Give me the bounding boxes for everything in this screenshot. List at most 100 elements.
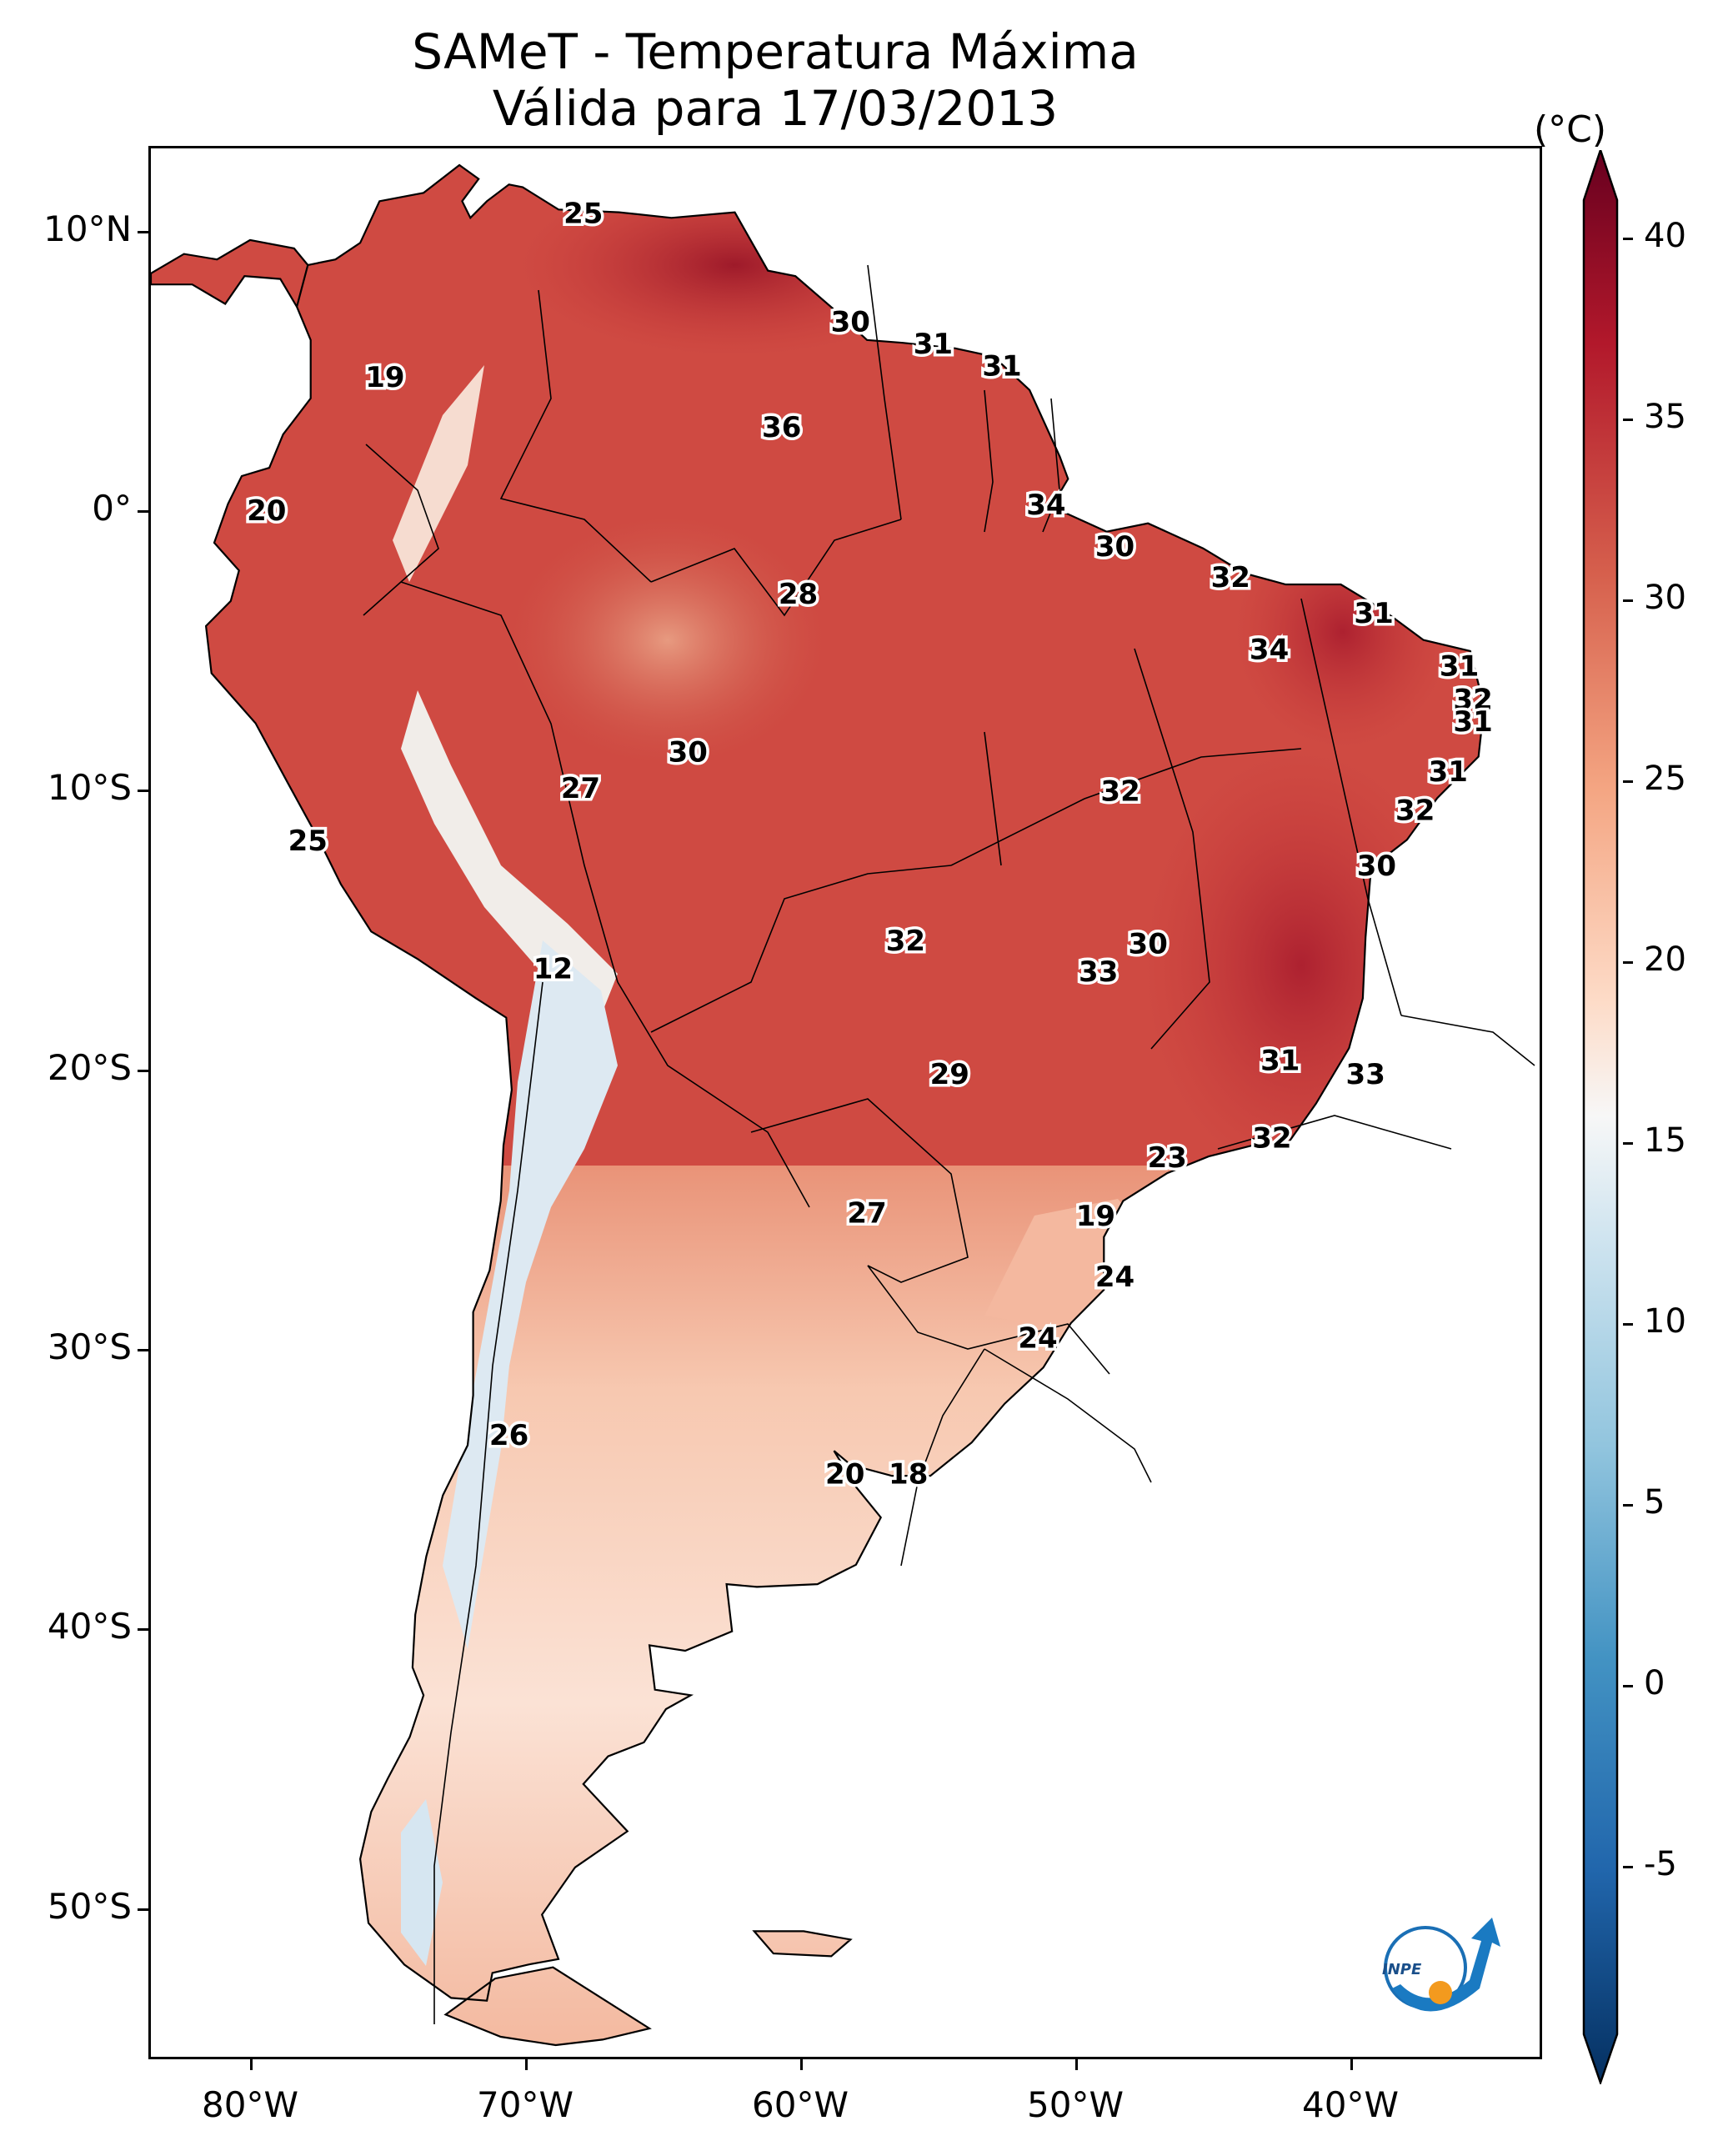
mild-core-amazon (509, 515, 826, 765)
cbar-label-35: 35 (1644, 398, 1686, 436)
border-uruguay (984, 1348, 1152, 1483)
temperature-label: 31 (1429, 755, 1468, 789)
temperature-label: 12 (533, 953, 573, 986)
andes-cool-colombia (393, 365, 484, 582)
border-argentina-brazil (867, 1265, 1110, 1375)
temperature-label: 19 (1076, 1200, 1115, 1233)
south-field (151, 1166, 1485, 2045)
logo-dot (1429, 1981, 1452, 2004)
temperature-label: 36 (762, 411, 801, 444)
coastline (151, 163, 1485, 2047)
temperature-label: 24 (1018, 1322, 1057, 1356)
logo-arrow (1392, 1918, 1500, 2012)
cbar-tick (1623, 1323, 1633, 1326)
temperature-label: 25 (563, 197, 603, 230)
border-bolivia-south (617, 981, 810, 1208)
border-paraguay (750, 1098, 969, 1283)
temperature-label: 27 (847, 1197, 886, 1231)
lon-tick (1075, 2059, 1078, 2070)
temperature-label: 30 (1095, 530, 1134, 564)
cbar-label-5: 5 (1644, 1483, 1665, 1522)
temperature-label: 19 (365, 361, 404, 394)
cbar-label-minus5: -5 (1644, 1845, 1677, 1883)
temperature-label: 26 (489, 1419, 528, 1452)
lon-tick (250, 2059, 253, 2070)
lon-tick (800, 2059, 803, 2070)
temperature-label: 32 (1100, 775, 1139, 808)
lon-label-70w: 70°W (477, 2084, 573, 2125)
temperature-label: 33 (1346, 1058, 1385, 1091)
cbar-label-15: 15 (1644, 1121, 1686, 1160)
temperature-label: 31 (1453, 705, 1492, 739)
cbar-label-20: 20 (1644, 940, 1686, 979)
temperature-label: 32 (1453, 683, 1492, 716)
border-suriname-guiana (1042, 398, 1060, 533)
temperature-label: 32 (1211, 561, 1250, 594)
lat-label-30s: 30°S (47, 1326, 132, 1367)
temperature-label: 32 (1395, 795, 1435, 828)
cbar-tick (1623, 1504, 1633, 1507)
cbar-label-0: 0 (1644, 1664, 1665, 1702)
cbar-tick (1623, 1866, 1633, 1868)
country-borders (363, 264, 1535, 2024)
temperature-label: 34 (1250, 633, 1289, 666)
andes-cool-north (401, 690, 618, 1015)
colorbar (1582, 150, 1619, 2084)
cbar-tick (1623, 419, 1633, 421)
lat-tick (138, 1908, 148, 1911)
border-brazil-states-6 (984, 731, 1002, 866)
map-subtitle: Válida para 17/03/2013 (492, 80, 1059, 137)
border-argentina-uruguay (900, 1348, 985, 1567)
map-area[interactable]: 25 30 31 31 19 36 20 34 30 32 28 31 34 31 32 31 30 31 27 32… (148, 146, 1542, 2059)
lat-label-50s: 50°S (47, 1886, 132, 1927)
lon-label-40w: 40°W (1302, 2084, 1399, 2125)
temperature-label: 31 (914, 328, 953, 361)
temperature-label: 25 (288, 825, 328, 858)
continent-shading (151, 165, 1485, 2045)
border-colombia-venezuela (499, 289, 652, 583)
lon-label-60w: 60°W (752, 2084, 849, 2125)
temperature-label: 29 (930, 1058, 969, 1091)
temperature-label: 20 (247, 494, 286, 528)
border-venezuela-guyana (867, 264, 902, 520)
logo-text: INPE (1382, 1961, 1422, 1978)
cbar-label-25: 25 (1644, 760, 1686, 798)
lat-label-40s: 40°S (47, 1606, 132, 1647)
lat-label-10n: 10°N (43, 208, 132, 249)
border-bolivia-brazil (650, 865, 952, 1033)
lat-tick (138, 231, 148, 233)
colorbar-unit: (°C) (1534, 108, 1607, 151)
lon-label-50w: 50°W (1027, 2084, 1124, 2125)
lon-tick (525, 2059, 528, 2070)
andes-cool-central (443, 940, 618, 1649)
border-venezuela-brazil (650, 519, 902, 617)
hot-field (151, 165, 1485, 2045)
colorbar-body (1582, 150, 1619, 2084)
cbar-tick (1623, 1685, 1633, 1687)
lat-tick (138, 1349, 148, 1351)
border-guyana-suriname (984, 389, 994, 533)
temperature-label: 28 (779, 578, 818, 611)
border-chile-argentina (433, 981, 543, 2024)
temperature-label: 31 (1260, 1044, 1300, 1077)
lat-tick (138, 1070, 148, 1072)
temperature-label: 20 (825, 1458, 864, 1492)
cbar-tick (1623, 1142, 1633, 1145)
andes-cool-patagonia (401, 1799, 443, 1966)
temperature-label: 24 (1095, 1261, 1134, 1294)
lat-tick (138, 510, 148, 513)
temperature-label: 31 (1354, 597, 1393, 630)
temperature-label: 31 (1440, 649, 1479, 683)
lat-tick (138, 1628, 148, 1631)
lat-label-20s: 20°S (47, 1047, 132, 1088)
border-brazil-states-5 (1217, 1115, 1452, 1150)
cbar-tick (1623, 238, 1633, 240)
cbar-tick (1623, 780, 1633, 783)
cbar-tick (1623, 599, 1633, 602)
inpe-logo: INPE (1382, 1918, 1500, 2012)
lat-tick (138, 790, 148, 792)
temperature-label: 33 (1079, 955, 1118, 989)
border-brazil-states-1 (950, 748, 1302, 866)
